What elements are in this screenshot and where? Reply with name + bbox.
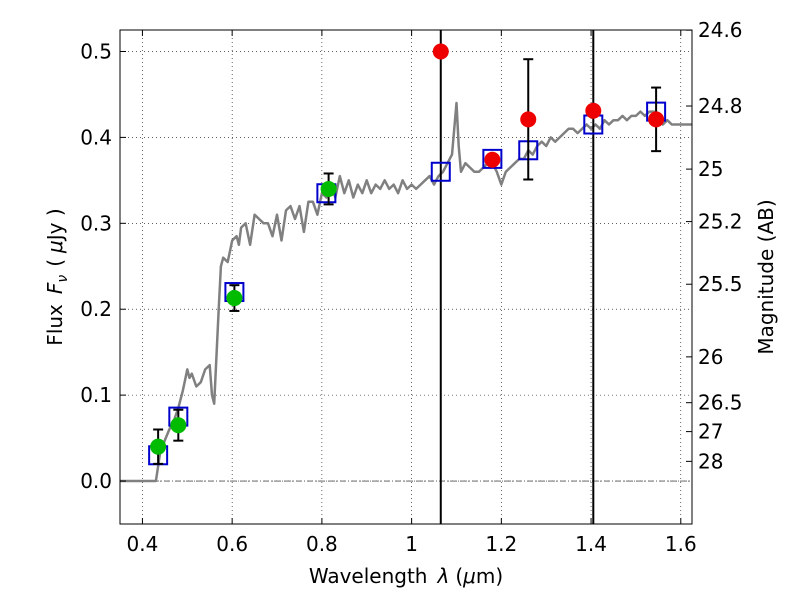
model-square-marker — [430, 161, 451, 182]
photometry-point — [648, 111, 665, 128]
x-tick-label: 0.8 — [306, 532, 338, 556]
y-axis-label: FluxFν(μJy ) — [43, 208, 71, 345]
x-tick-label: 1.4 — [575, 532, 607, 556]
mag-tick-label: 26.5 — [698, 391, 743, 415]
photometry-point — [520, 111, 537, 128]
mag-tick-label: 27 — [698, 420, 723, 444]
spectrum-layer — [120, 101, 692, 483]
photometry-point — [320, 180, 337, 197]
y-tick-label: 0.0 — [80, 469, 112, 493]
spectrum-line — [120, 101, 692, 483]
y-tick-label: 0.4 — [80, 125, 112, 149]
y-tick-label: 0.5 — [80, 39, 112, 63]
ticks-layer: 0.4 0.6 0.8 1 1.2 1.4 1.6 0.0 0.1 0.2 0.3 0.4 0.5 24.… — [80, 18, 742, 556]
x-tick-label: 0.4 — [127, 532, 159, 556]
x-tick-label: 1.6 — [665, 532, 697, 556]
photometry-point — [150, 438, 167, 455]
mag-tick-label: 24.6 — [698, 18, 743, 42]
vertical-lines-layer — [439, 30, 595, 524]
x-tick-label: 0.6 — [216, 532, 248, 556]
grid-layer — [120, 30, 692, 524]
photometry-point — [585, 102, 602, 119]
markers-layer — [148, 43, 667, 466]
mag-tick-label: 26 — [698, 345, 723, 369]
x-tick-label: 1 — [405, 532, 418, 556]
photometry-point — [226, 290, 243, 307]
photometry-point — [484, 151, 501, 168]
y-tick-label: 0.3 — [80, 211, 112, 235]
photometry-point — [432, 43, 449, 60]
y-tick-label: 0.2 — [80, 297, 112, 321]
mag-tick-label: 28 — [698, 449, 723, 473]
model-square-marker — [482, 148, 503, 169]
mag-tick-label: 25.5 — [698, 272, 743, 296]
mag-tick-label: 25 — [698, 157, 723, 181]
y-tick-label: 0.1 — [80, 383, 112, 407]
x-tick-label: 1.2 — [485, 532, 517, 556]
y2-axis-label: Magnitude (AB) — [754, 199, 778, 354]
mag-tick-label: 24.8 — [698, 94, 743, 118]
plot-frame — [119, 29, 693, 525]
photometry-point — [170, 417, 187, 434]
mag-tick-label: 25.2 — [698, 210, 743, 234]
x-axis-label: Wavelength λ (μm) — [309, 564, 503, 588]
